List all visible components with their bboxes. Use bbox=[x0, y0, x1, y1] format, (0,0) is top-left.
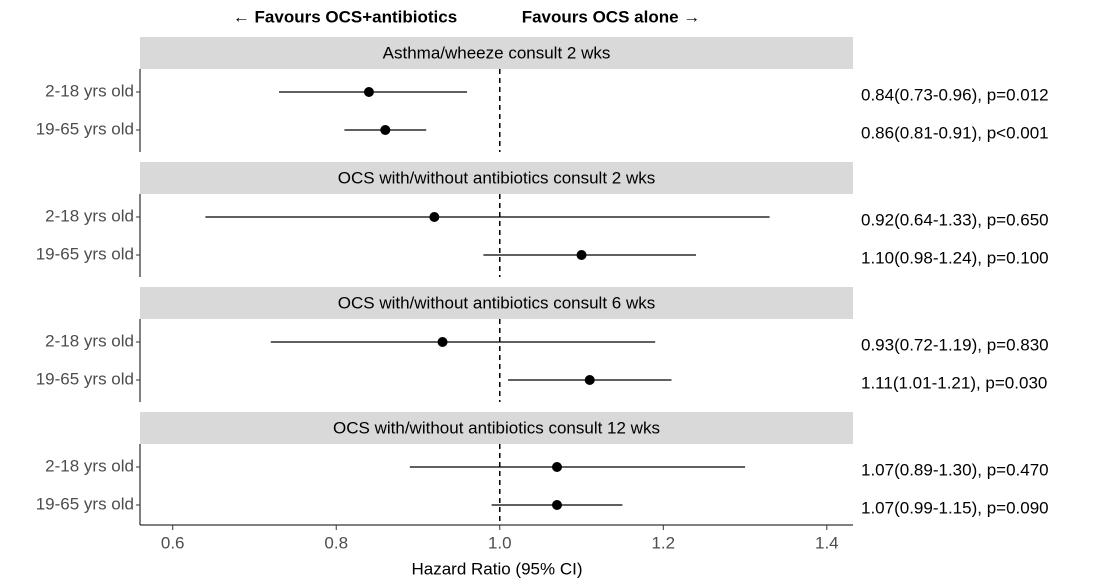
point bbox=[576, 250, 587, 260]
value-label: 0.84(0.73-0.96), p=0.012 bbox=[861, 85, 1049, 104]
point bbox=[552, 462, 563, 472]
value-label: 0.93(0.72-1.19), p=0.830 bbox=[861, 335, 1049, 354]
point bbox=[437, 337, 448, 347]
x-tick-label: 1.4 bbox=[815, 533, 839, 552]
point bbox=[552, 500, 563, 510]
row-label: 19-65 yrs old bbox=[36, 494, 134, 513]
value-label: 1.07(0.99-1.15), p=0.090 bbox=[861, 498, 1049, 517]
point bbox=[584, 375, 595, 385]
panel-title: OCS with/without antibiotics consult 6 w… bbox=[338, 293, 655, 312]
panel-title: OCS with/without antibiotics consult 12 … bbox=[333, 418, 660, 437]
point bbox=[380, 125, 391, 135]
strip bbox=[140, 287, 853, 319]
row-label: 19-65 yrs old bbox=[36, 244, 134, 263]
x-tick-label: 1.0 bbox=[488, 533, 512, 552]
row-label: 2-18 yrs old bbox=[45, 456, 134, 475]
point bbox=[363, 87, 374, 97]
row-label: 2-18 yrs old bbox=[45, 331, 134, 350]
value-label: 1.11(1.01-1.21), p=0.030 bbox=[861, 373, 1047, 392]
x-tick-label: 0.8 bbox=[324, 533, 348, 552]
value-label: 1.07(0.89-1.30), p=0.470 bbox=[861, 460, 1049, 479]
x-tick-label: 0.6 bbox=[161, 533, 185, 552]
point bbox=[429, 212, 440, 222]
annotation-left: ← Favours OCS+antibiotics bbox=[233, 7, 457, 26]
strip bbox=[140, 162, 853, 194]
x-axis-label: Hazard Ratio (95% CI) bbox=[411, 559, 582, 578]
annotation-right: Favours OCS alone → bbox=[522, 7, 701, 26]
panel-title: OCS with/without antibiotics consult 2 w… bbox=[338, 168, 655, 187]
value-label: 0.92(0.64-1.33), p=0.650 bbox=[861, 210, 1049, 229]
strip bbox=[140, 412, 853, 444]
strip bbox=[140, 37, 853, 69]
row-label: 2-18 yrs old bbox=[45, 206, 134, 225]
row-label: 19-65 yrs old bbox=[36, 369, 134, 388]
value-label: 1.10(0.98-1.24), p=0.100 bbox=[861, 248, 1049, 267]
x-tick-label: 1.2 bbox=[651, 533, 675, 552]
panel-title: Asthma/wheeze consult 2 wks bbox=[383, 43, 611, 62]
row-label: 2-18 yrs old bbox=[45, 81, 134, 100]
value-label: 0.86(0.81-0.91), p<0.001 bbox=[861, 123, 1049, 142]
row-label: 19-65 yrs old bbox=[36, 119, 134, 138]
